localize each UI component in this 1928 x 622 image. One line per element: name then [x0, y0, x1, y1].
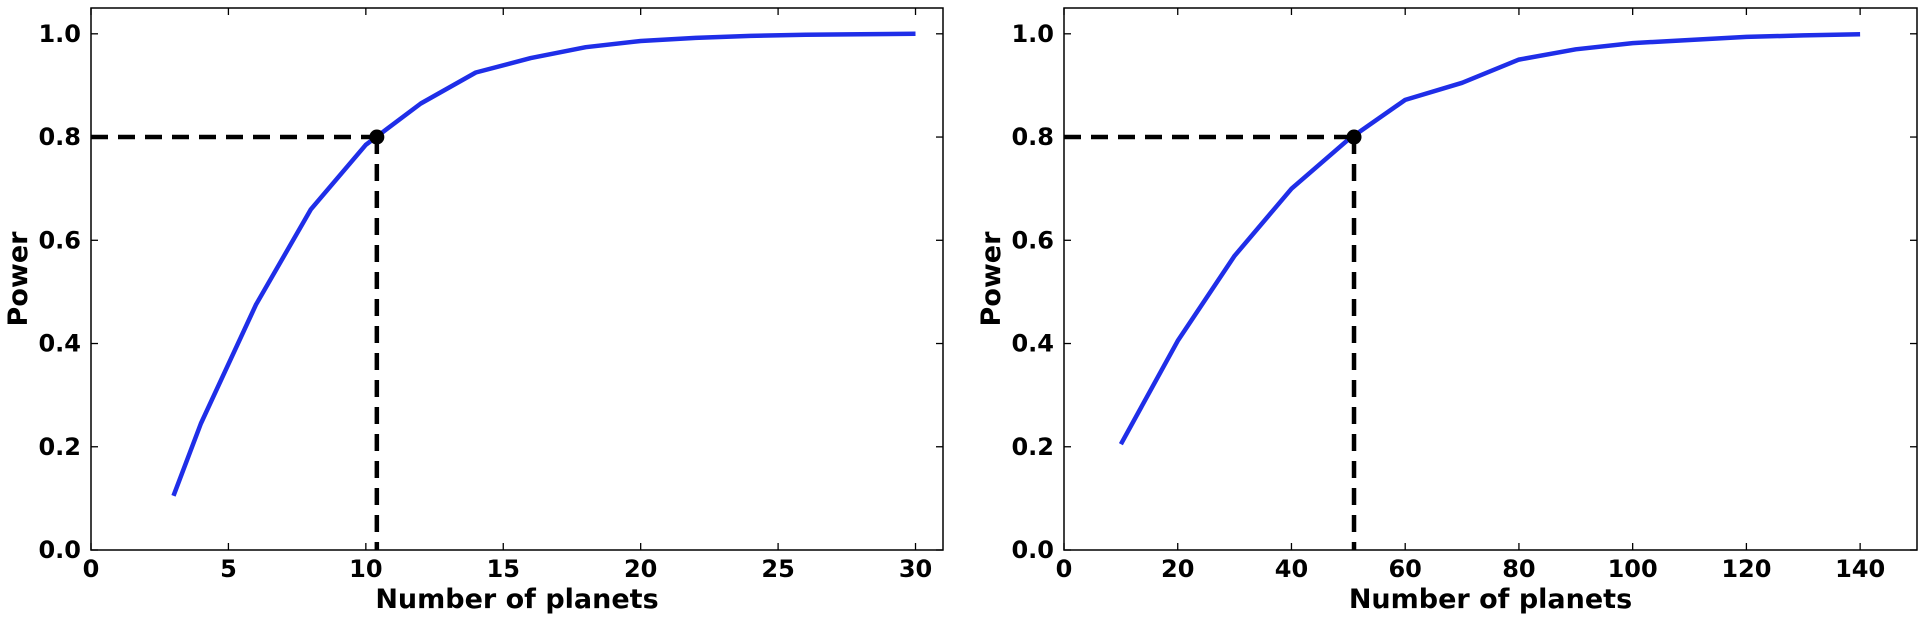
y-tick-label: 0.2: [38, 433, 81, 461]
x-tick-label: 10: [349, 555, 382, 583]
y-axis-label: Power: [3, 231, 34, 327]
x-tick-label: 40: [1275, 555, 1308, 583]
x-tick-label: 60: [1388, 555, 1421, 583]
x-tick-label: 100: [1608, 555, 1658, 583]
y-tick-label: 0.0: [38, 536, 81, 564]
x-tick-label: 5: [220, 555, 237, 583]
x-tick-label: 0: [83, 555, 100, 583]
y-tick-label: 1.0: [38, 20, 81, 48]
x-tick-label: 0: [1056, 555, 1073, 583]
marker-point: [369, 129, 385, 145]
x-tick-label: 30: [899, 555, 932, 583]
plot-frame: [90, 7, 944, 551]
x-tick-label: 15: [487, 555, 520, 583]
x-tick-label: 120: [1721, 555, 1771, 583]
series-line: [1118, 32, 1861, 446]
y-tick-label: 0.4: [38, 330, 81, 358]
y-axis-label: Power: [976, 231, 1007, 327]
marker-point: [1346, 129, 1362, 145]
x-tick-label: 140: [1835, 555, 1885, 583]
y-tick-label: 0.6: [38, 226, 81, 254]
chart-panel-1: 0 5 10 15 20 25 30 0.0 0.2 0.4 0.6 0.8 1.0 Number of …: [3, 7, 944, 615]
y-tick-label: 0.6: [1011, 226, 1054, 254]
y-tick-label: 0.4: [1011, 330, 1054, 358]
y-tick-label: 1.0: [1011, 20, 1054, 48]
x-tick-label: 25: [761, 555, 794, 583]
y-tick-label: 0.0: [1011, 536, 1054, 564]
x-axis-label: Number of planets: [375, 584, 658, 615]
y-tick-label: 0.2: [1011, 433, 1054, 461]
x-tick-label: 80: [1502, 555, 1535, 583]
y-tick-label: 0.8: [38, 123, 81, 151]
x-axis-label: Number of planets: [1349, 584, 1632, 615]
series-line: [171, 31, 916, 497]
x-tick-label: 20: [1161, 555, 1194, 583]
plot-frame: [1063, 7, 1918, 551]
chart-panel-2: 0 20 40 60 80 100 120 140 0.0 0.2 0.4 0.6 0.8 1.0 Numb…: [976, 7, 1918, 615]
y-tick-label: 0.8: [1011, 123, 1054, 151]
x-tick-label: 20: [624, 555, 657, 583]
